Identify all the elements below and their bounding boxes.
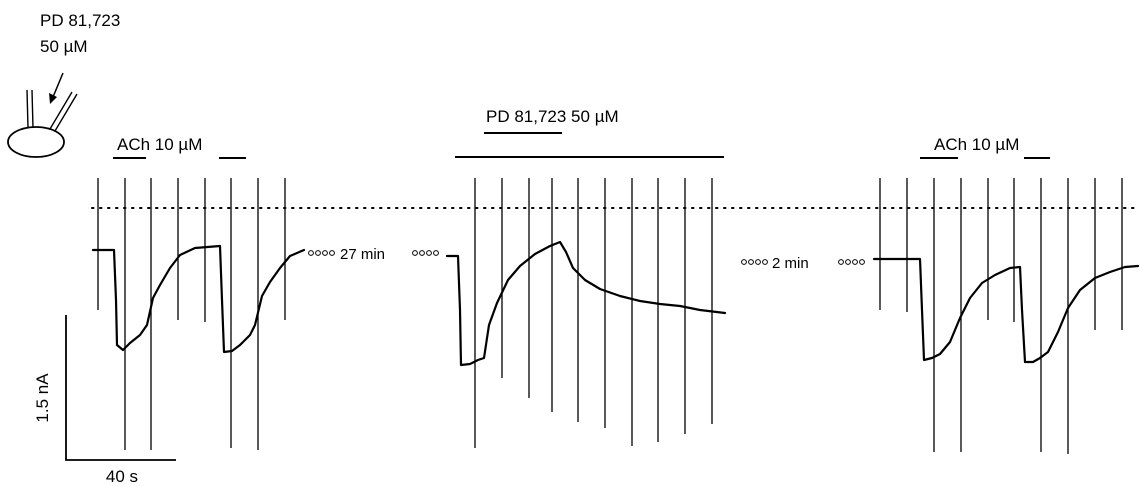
gap-2-label: 2 min: [772, 255, 809, 272]
application-arrow: [49, 72, 64, 104]
pipette-drug-label: PD 81,723: [40, 11, 120, 30]
time-gap-1: 27 min: [308, 246, 439, 263]
scale-bar: [65, 315, 176, 461]
ach-label-right: ACh 10 µM: [934, 135, 1019, 154]
trace-segment-2: [445, 178, 727, 448]
gap-1-label: 27 min: [340, 246, 385, 263]
scale-x-label: 40 s: [106, 467, 138, 486]
ach-label-left: ACh 10 µM: [117, 135, 202, 154]
cell-pipette-icon: [7, 89, 78, 158]
scale-y-label: 1.5 nA: [33, 373, 52, 423]
pipette-concentration-label: 50 µM: [40, 37, 88, 56]
time-gap-2: 2 min: [741, 255, 865, 272]
trace-segment-3: [872, 178, 1140, 454]
pd-label-middle: PD 81,723 50 µM: [486, 107, 619, 126]
trace-segment-1: [91, 178, 306, 450]
